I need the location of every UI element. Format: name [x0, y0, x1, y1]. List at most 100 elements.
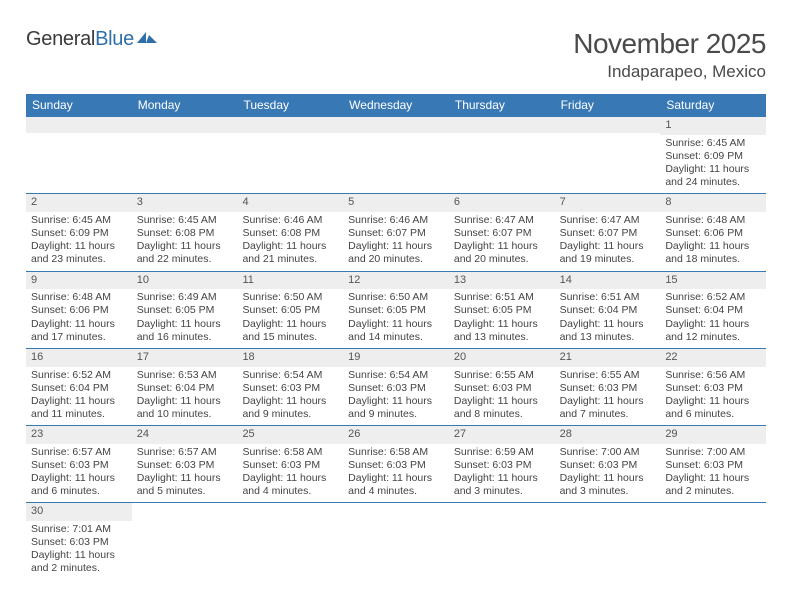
- flag-icon: [137, 28, 159, 51]
- cell-line: Sunrise: 6:46 AM: [348, 214, 444, 227]
- cell-line: Sunrise: 6:52 AM: [665, 291, 761, 304]
- cell-line: Daylight: 11 hours and 24 minutes.: [665, 163, 761, 189]
- day-number: 15: [660, 272, 766, 290]
- cell-line: Sunset: 6:07 PM: [348, 227, 444, 240]
- calendar-cell: 19Sunrise: 6:54 AMSunset: 6:03 PMDayligh…: [343, 349, 449, 425]
- cell-body: Sunrise: 6:49 AMSunset: 6:05 PMDaylight:…: [132, 289, 238, 348]
- cell-line: Sunrise: 6:50 AM: [348, 291, 444, 304]
- calendar-cell: 30Sunrise: 7:01 AMSunset: 6:03 PMDayligh…: [26, 503, 132, 579]
- cell-line: Sunrise: 6:52 AM: [31, 369, 127, 382]
- weekday-header: Sunday: [26, 94, 132, 117]
- cell-body: Sunrise: 6:51 AMSunset: 6:05 PMDaylight:…: [449, 289, 555, 348]
- calendar-cell: 8Sunrise: 6:48 AMSunset: 6:06 PMDaylight…: [660, 194, 766, 270]
- location: Indaparapeo, Mexico: [573, 62, 766, 82]
- cell-body: Sunrise: 6:48 AMSunset: 6:06 PMDaylight:…: [660, 212, 766, 271]
- day-number: 24: [132, 426, 238, 444]
- week-row: 2Sunrise: 6:45 AMSunset: 6:09 PMDaylight…: [26, 194, 766, 271]
- cell-line: Daylight: 11 hours and 23 minutes.: [31, 240, 127, 266]
- calendar-cell: 6Sunrise: 6:47 AMSunset: 6:07 PMDaylight…: [449, 194, 555, 270]
- cell-line: Daylight: 11 hours and 11 minutes.: [31, 395, 127, 421]
- day-number: 29: [660, 426, 766, 444]
- calendar-cell: 25Sunrise: 6:58 AMSunset: 6:03 PMDayligh…: [237, 426, 343, 502]
- cell-line: Sunrise: 6:50 AM: [242, 291, 338, 304]
- cell-line: Sunrise: 6:47 AM: [454, 214, 550, 227]
- calendar-cell: 28Sunrise: 7:00 AMSunset: 6:03 PMDayligh…: [555, 426, 661, 502]
- cell-line: Sunset: 6:03 PM: [560, 382, 656, 395]
- cell-body: Sunrise: 6:55 AMSunset: 6:03 PMDaylight:…: [449, 367, 555, 426]
- calendar-cell: 26Sunrise: 6:58 AMSunset: 6:03 PMDayligh…: [343, 426, 449, 502]
- cell-line: Daylight: 11 hours and 2 minutes.: [31, 549, 127, 575]
- week-row: 16Sunrise: 6:52 AMSunset: 6:04 PMDayligh…: [26, 349, 766, 426]
- day-number: [449, 117, 555, 133]
- cell-line: Sunset: 6:03 PM: [348, 459, 444, 472]
- cell-body: Sunrise: 6:54 AMSunset: 6:03 PMDaylight:…: [237, 367, 343, 426]
- cell-body: Sunrise: 6:52 AMSunset: 6:04 PMDaylight:…: [660, 289, 766, 348]
- calendar-cell: 4Sunrise: 6:46 AMSunset: 6:08 PMDaylight…: [237, 194, 343, 270]
- cell-line: Daylight: 11 hours and 16 minutes.: [137, 318, 233, 344]
- cell-line: Daylight: 11 hours and 12 minutes.: [665, 318, 761, 344]
- calendar-cell: 21Sunrise: 6:55 AMSunset: 6:03 PMDayligh…: [555, 349, 661, 425]
- cell-line: Daylight: 11 hours and 13 minutes.: [560, 318, 656, 344]
- month-title: November 2025: [573, 28, 766, 60]
- cell-line: Daylight: 11 hours and 4 minutes.: [348, 472, 444, 498]
- calendar-cell: 16Sunrise: 6:52 AMSunset: 6:04 PMDayligh…: [26, 349, 132, 425]
- calendar-cell: 14Sunrise: 6:51 AMSunset: 6:04 PMDayligh…: [555, 272, 661, 348]
- cell-line: Sunrise: 6:55 AM: [454, 369, 550, 382]
- cell-line: Sunset: 6:05 PM: [454, 304, 550, 317]
- day-number: 21: [555, 349, 661, 367]
- cell-line: Sunrise: 6:48 AM: [665, 214, 761, 227]
- cell-line: Sunrise: 6:55 AM: [560, 369, 656, 382]
- day-number: 12: [343, 272, 449, 290]
- cell-body: Sunrise: 6:50 AMSunset: 6:05 PMDaylight:…: [343, 289, 449, 348]
- day-number: [555, 117, 661, 133]
- weekday-header: Wednesday: [343, 94, 449, 117]
- calendar-cell: 27Sunrise: 6:59 AMSunset: 6:03 PMDayligh…: [449, 426, 555, 502]
- day-number: 14: [555, 272, 661, 290]
- calendar-body: 1Sunrise: 6:45 AMSunset: 6:09 PMDaylight…: [26, 117, 766, 580]
- day-number: [26, 117, 132, 133]
- cell-line: Daylight: 11 hours and 6 minutes.: [31, 472, 127, 498]
- cell-body: Sunrise: 6:58 AMSunset: 6:03 PMDaylight:…: [237, 444, 343, 503]
- cell-line: Sunset: 6:06 PM: [665, 227, 761, 240]
- cell-body: Sunrise: 6:45 AMSunset: 6:09 PMDaylight:…: [660, 135, 766, 194]
- cell-body: Sunrise: 7:00 AMSunset: 6:03 PMDaylight:…: [660, 444, 766, 503]
- day-number: 20: [449, 349, 555, 367]
- day-number: 7: [555, 194, 661, 212]
- cell-line: Daylight: 11 hours and 15 minutes.: [242, 318, 338, 344]
- calendar-cell: 17Sunrise: 6:53 AMSunset: 6:04 PMDayligh…: [132, 349, 238, 425]
- cell-body: Sunrise: 6:55 AMSunset: 6:03 PMDaylight:…: [555, 367, 661, 426]
- calendar-cell-empty: [26, 117, 132, 193]
- calendar-cell: 12Sunrise: 6:50 AMSunset: 6:05 PMDayligh…: [343, 272, 449, 348]
- day-number: 8: [660, 194, 766, 212]
- calendar-cell: 15Sunrise: 6:52 AMSunset: 6:04 PMDayligh…: [660, 272, 766, 348]
- cell-line: Sunset: 6:03 PM: [137, 459, 233, 472]
- cell-line: Sunrise: 7:00 AM: [560, 446, 656, 459]
- cell-body: Sunrise: 6:59 AMSunset: 6:03 PMDaylight:…: [449, 444, 555, 503]
- weekday-header: Monday: [132, 94, 238, 117]
- calendar-cell: 18Sunrise: 6:54 AMSunset: 6:03 PMDayligh…: [237, 349, 343, 425]
- weekday-header: Tuesday: [237, 94, 343, 117]
- logo: GeneralBlue: [26, 28, 159, 51]
- cell-body: Sunrise: 6:45 AMSunset: 6:09 PMDaylight:…: [26, 212, 132, 271]
- cell-body: Sunrise: 6:45 AMSunset: 6:08 PMDaylight:…: [132, 212, 238, 271]
- calendar-cell-empty: [449, 117, 555, 193]
- calendar-cell: 3Sunrise: 6:45 AMSunset: 6:08 PMDaylight…: [132, 194, 238, 270]
- day-number: 3: [132, 194, 238, 212]
- calendar-cell-empty: [555, 117, 661, 193]
- cell-line: Sunrise: 6:57 AM: [137, 446, 233, 459]
- calendar-cell-empty: [660, 503, 766, 579]
- day-number: 2: [26, 194, 132, 212]
- cell-body: Sunrise: 6:54 AMSunset: 6:03 PMDaylight:…: [343, 367, 449, 426]
- day-number: 22: [660, 349, 766, 367]
- day-number: 27: [449, 426, 555, 444]
- week-row: 30Sunrise: 7:01 AMSunset: 6:03 PMDayligh…: [26, 503, 766, 579]
- cell-line: Daylight: 11 hours and 14 minutes.: [348, 318, 444, 344]
- cell-line: Daylight: 11 hours and 5 minutes.: [137, 472, 233, 498]
- cell-line: Daylight: 11 hours and 20 minutes.: [454, 240, 550, 266]
- cell-line: Sunset: 6:04 PM: [137, 382, 233, 395]
- day-number: [237, 117, 343, 133]
- calendar-cell: 22Sunrise: 6:56 AMSunset: 6:03 PMDayligh…: [660, 349, 766, 425]
- cell-body: Sunrise: 6:53 AMSunset: 6:04 PMDaylight:…: [132, 367, 238, 426]
- cell-line: Sunrise: 6:54 AM: [242, 369, 338, 382]
- cell-line: Daylight: 11 hours and 18 minutes.: [665, 240, 761, 266]
